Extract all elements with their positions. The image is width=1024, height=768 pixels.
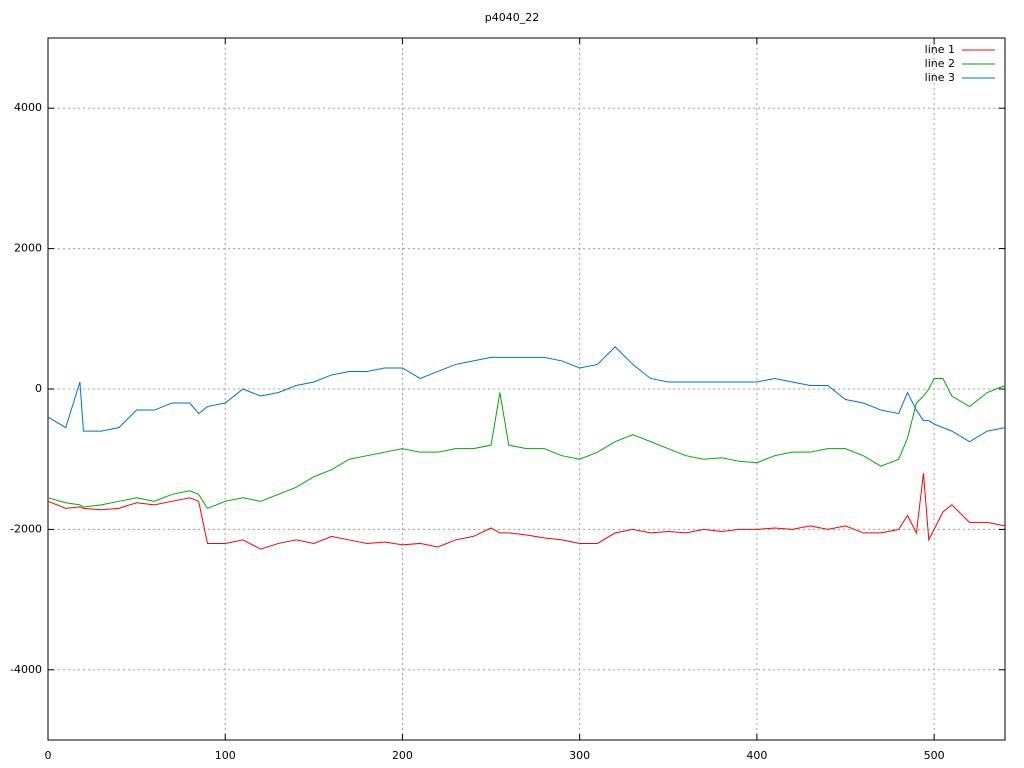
- x-tick-label: 400: [746, 749, 767, 762]
- data-line: [47, 473, 1006, 550]
- chart-title: p4040_22: [485, 11, 539, 24]
- x-tick-label: 300: [569, 749, 590, 762]
- data-line: [47, 377, 1006, 509]
- x-tick-label: 0: [45, 749, 52, 762]
- legend-label: line 3: [925, 71, 955, 84]
- y-tick-label: 0: [35, 382, 42, 395]
- y-tick-label: -2000: [10, 522, 42, 535]
- y-tick-label: 4000: [14, 101, 42, 114]
- legend-label: line 2: [925, 57, 955, 70]
- y-tick-label: 2000: [14, 242, 42, 255]
- x-tick-label: 100: [215, 749, 236, 762]
- data-line: [47, 346, 1006, 443]
- x-tick-label: 200: [392, 749, 413, 762]
- plot-frame: [47, 37, 1006, 741]
- legend-label: line 1: [925, 43, 955, 56]
- y-tick-label: -4000: [10, 663, 42, 676]
- x-tick-label: 500: [924, 749, 945, 762]
